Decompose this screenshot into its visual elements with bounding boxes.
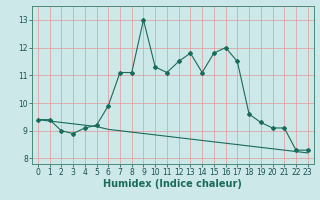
X-axis label: Humidex (Indice chaleur): Humidex (Indice chaleur)	[103, 179, 242, 189]
